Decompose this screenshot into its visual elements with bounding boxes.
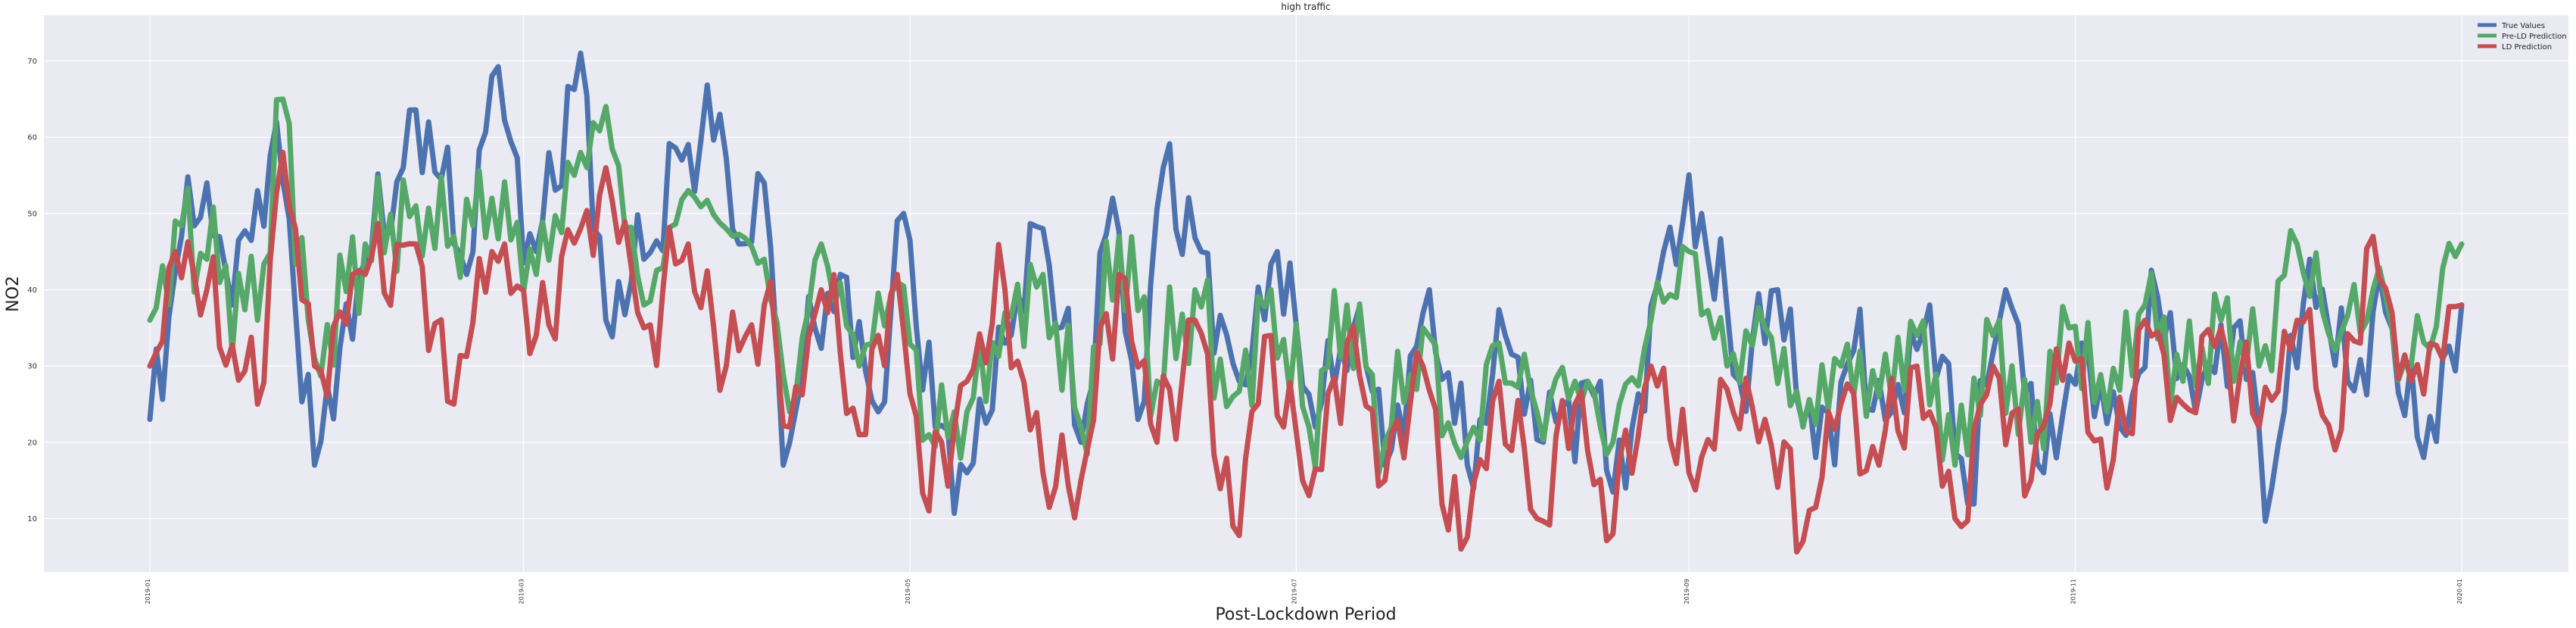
legend: True Values Pre-LD Prediction LD Predict…	[2472, 18, 2567, 53]
y-tick-label: 50	[27, 210, 37, 218]
x-tick-labels: 2019-01 2019-03 2019-05 2019-07 2019-09 2019-…	[145, 579, 2463, 604]
y-tick-label: 60	[27, 134, 37, 142]
legend-label-true-values: True Values	[2501, 22, 2545, 30]
x-tick-label: 2019-09	[1684, 579, 1690, 604]
x-tick-label: 2020-01	[2456, 579, 2463, 604]
y-tick-label: 20	[27, 439, 37, 447]
series-line-pre-ld-prediction	[147, 96, 2465, 476]
chart-title: high traffic	[1281, 2, 1330, 12]
x-tick-label: 2019-11	[2070, 579, 2077, 604]
x-tick-label: 2019-01	[145, 579, 151, 604]
y-tick-label: 40	[27, 286, 37, 295]
y-tick-label: 70	[27, 58, 37, 66]
y-tick-labels: 10 20 30 40 50 60 70	[27, 58, 37, 523]
y-tick-label: 10	[27, 515, 37, 523]
series-layer	[147, 50, 2465, 555]
series-line-true-values	[147, 50, 2465, 524]
x-tick-label: 2019-07	[1291, 579, 1297, 604]
y-axis-label: NO2	[4, 276, 23, 312]
y-tick-label: 30	[27, 363, 37, 371]
series-line-ld-prediction	[147, 149, 2465, 555]
x-tick-label: 2019-05	[905, 579, 911, 604]
legend-label-pre-ld: Pre-LD Prediction	[2502, 33, 2567, 41]
legend-label-ld: LD Prediction	[2502, 43, 2552, 52]
x-gridlines	[149, 15, 2462, 572]
x-tick-label: 2019-03	[519, 579, 525, 604]
x-axis-label: Post-Lockdown Period	[1215, 605, 1396, 624]
y-gridlines	[44, 60, 2568, 520]
